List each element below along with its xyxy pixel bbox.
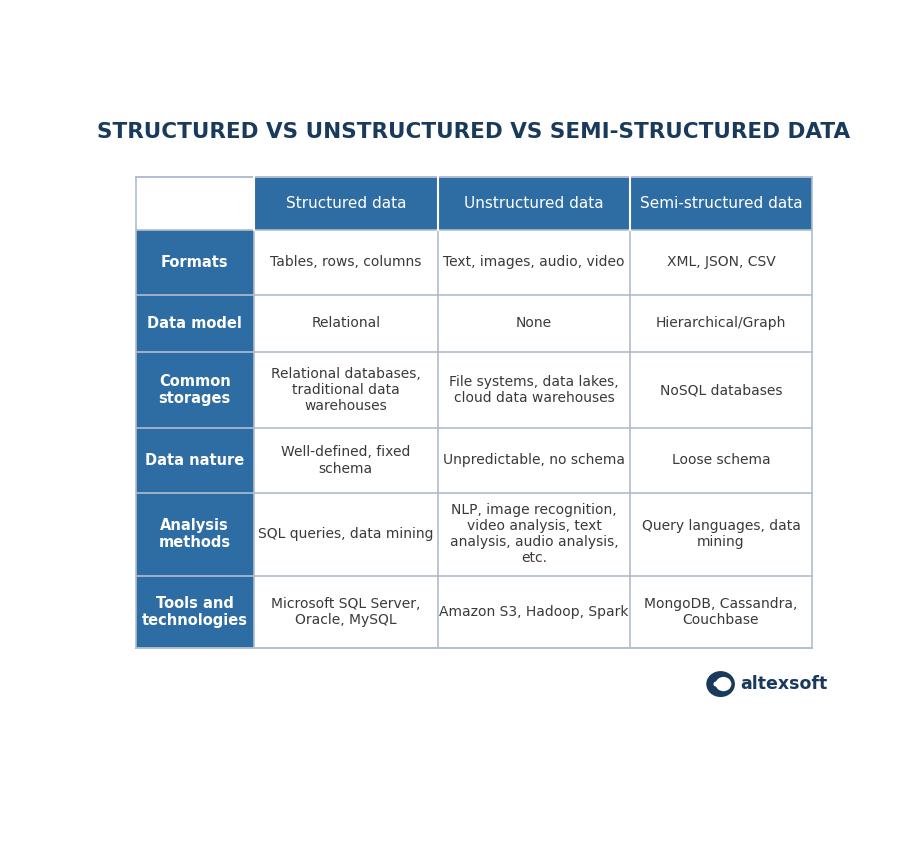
- Bar: [438, 492, 630, 576]
- Text: altexsoft: altexsoft: [740, 675, 827, 693]
- Bar: [630, 428, 811, 492]
- Bar: [254, 428, 438, 492]
- Text: Text, images, audio, video: Text, images, audio, video: [444, 255, 625, 270]
- Bar: [630, 294, 811, 352]
- Circle shape: [706, 671, 735, 697]
- Bar: [254, 492, 438, 576]
- Text: Unstructured data: Unstructured data: [464, 196, 604, 212]
- Bar: [438, 428, 630, 492]
- Text: Query languages, data
mining: Query languages, data mining: [641, 519, 800, 550]
- Bar: [136, 492, 254, 576]
- Text: Tools and
technologies: Tools and technologies: [141, 596, 248, 628]
- Text: NoSQL databases: NoSQL databases: [660, 383, 783, 397]
- Text: Common
storages: Common storages: [159, 373, 231, 406]
- Text: SQL queries, data mining: SQL queries, data mining: [258, 527, 433, 541]
- Text: Data nature: Data nature: [145, 453, 244, 468]
- Bar: [254, 294, 438, 352]
- Text: Amazon S3, Hadoop, Spark: Amazon S3, Hadoop, Spark: [439, 605, 629, 619]
- Text: Unpredictable, no schema: Unpredictable, no schema: [443, 454, 625, 467]
- Text: Hierarchical/Graph: Hierarchical/Graph: [656, 316, 786, 330]
- Bar: [630, 177, 811, 230]
- Text: Analysis
methods: Analysis methods: [159, 518, 231, 550]
- Bar: [136, 352, 254, 428]
- Circle shape: [713, 681, 719, 687]
- Bar: [438, 352, 630, 428]
- Bar: [630, 230, 811, 294]
- Text: None: None: [516, 316, 553, 330]
- Bar: [438, 576, 630, 648]
- Bar: [136, 294, 254, 352]
- Text: MongoDB, Cassandra,
Couchbase: MongoDB, Cassandra, Couchbase: [644, 597, 797, 627]
- Text: Tables, rows, columns: Tables, rows, columns: [270, 255, 421, 270]
- Bar: [254, 352, 438, 428]
- Text: Microsoft SQL Server,
Oracle, MySQL: Microsoft SQL Server, Oracle, MySQL: [271, 597, 420, 627]
- Text: Relational databases,
traditional data
warehouses: Relational databases, traditional data w…: [271, 367, 420, 413]
- Bar: [136, 576, 254, 648]
- Text: Formats: Formats: [161, 255, 228, 270]
- Bar: [630, 576, 811, 648]
- Bar: [630, 492, 811, 576]
- Text: Loose schema: Loose schema: [672, 454, 771, 467]
- Bar: [630, 352, 811, 428]
- Bar: [254, 230, 438, 294]
- Text: NLP, image recognition,
video analysis, text
analysis, audio analysis,
etc.: NLP, image recognition, video analysis, …: [450, 502, 618, 566]
- Bar: [438, 177, 630, 230]
- Text: STRUCTURED VS UNSTRUCTURED VS SEMI-STRUCTURED DATA: STRUCTURED VS UNSTRUCTURED VS SEMI-STRUC…: [97, 122, 850, 142]
- Text: Well-defined, fixed
schema: Well-defined, fixed schema: [281, 445, 410, 475]
- Bar: [438, 294, 630, 352]
- Text: Semi-structured data: Semi-structured data: [639, 196, 802, 212]
- Text: Data model: Data model: [147, 315, 242, 330]
- Text: File systems, data lakes,
cloud data warehouses: File systems, data lakes, cloud data war…: [449, 375, 619, 405]
- Bar: [136, 428, 254, 492]
- Circle shape: [715, 677, 732, 691]
- Bar: [254, 177, 438, 230]
- Bar: [136, 177, 254, 230]
- Text: Structured data: Structured data: [286, 196, 406, 212]
- Bar: [254, 576, 438, 648]
- Text: XML, JSON, CSV: XML, JSON, CSV: [666, 255, 775, 270]
- Bar: [438, 230, 630, 294]
- Bar: [136, 230, 254, 294]
- Text: Relational: Relational: [311, 316, 381, 330]
